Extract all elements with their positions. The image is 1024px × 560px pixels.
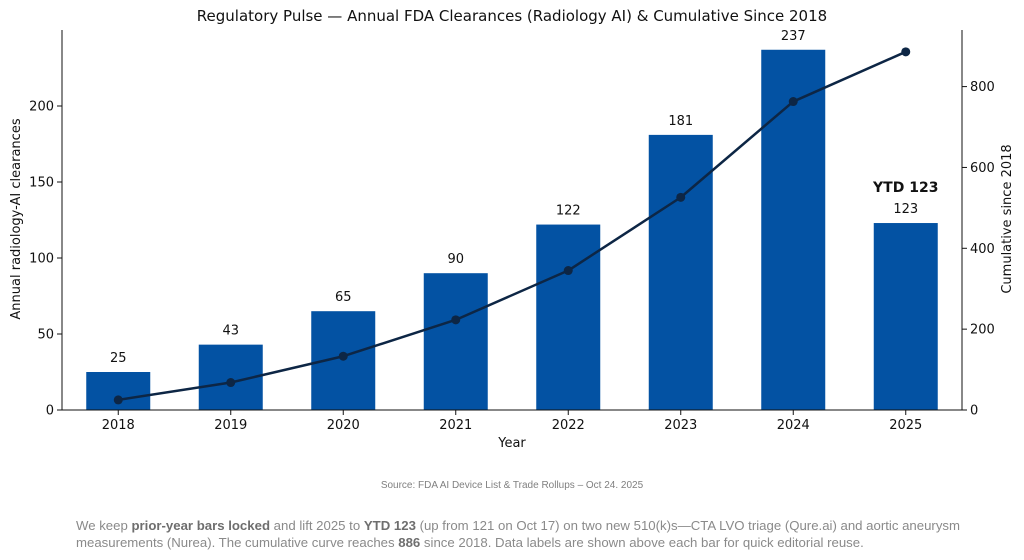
combo-chart: Regulatory Pulse — Annual FDA Clearances…	[9, 7, 1015, 451]
caption-emphasis: prior-year bars locked	[131, 518, 270, 533]
x-tick-label: 2023	[664, 418, 697, 433]
source-note: Source: FDA AI Device List & Trade Rollu…	[380, 480, 644, 491]
y2-tick-label: 400	[970, 242, 995, 257]
bar-label-2019: 43	[222, 324, 239, 339]
y-tick-label: 100	[29, 252, 54, 267]
x-tick-label: 2018	[102, 418, 135, 433]
bar-2024	[761, 49, 826, 410]
y2-tick-label: 800	[970, 80, 995, 95]
caption-run: We keep	[76, 518, 132, 533]
cumulative-point-2019	[226, 378, 236, 388]
y-tick-label: 50	[37, 328, 54, 343]
cumulative-point-2018	[113, 395, 123, 405]
axes: 0 50 100 150 200 0 200 400 600 800 2018 2019 2020 202…	[29, 30, 995, 433]
y-axis-label: Annual radiology-AI clearances	[9, 118, 24, 319]
bar-label-2022: 122	[556, 204, 581, 219]
caption-run: since 2018. Data labels are shown above …	[420, 535, 864, 550]
cumulative-point-2025	[901, 47, 911, 57]
y2-axis-label: Cumulative since 2018	[1000, 144, 1015, 293]
bar-label-2021: 90	[447, 252, 464, 267]
cumulative-point-2024	[788, 97, 798, 107]
y-tick-label: 0	[46, 404, 54, 419]
bar-2025	[873, 223, 938, 410]
y-tick-label: 150	[29, 176, 54, 191]
caption-emphasis: 886	[398, 535, 421, 550]
bar-label-2018: 25	[110, 351, 127, 366]
bar-2023	[648, 134, 713, 410]
cumulative-point-2021	[451, 315, 461, 325]
bar-label-2023: 181	[668, 114, 693, 129]
bar-2021	[423, 273, 488, 410]
bar-2022	[536, 224, 601, 410]
x-tick-label: 2025	[889, 418, 922, 433]
bar-series	[86, 49, 938, 410]
caption-text: We keep prior-year bars locked and lift …	[76, 517, 976, 551]
cumulative-point-2020	[338, 351, 348, 361]
bar-label-2020: 65	[335, 290, 352, 305]
y2-tick-label: 600	[970, 161, 995, 176]
cumulative-line	[118, 50, 907, 402]
caption-emphasis: YTD 123	[363, 518, 416, 533]
cumulative-point-2023	[676, 192, 686, 202]
chart-title: Regulatory Pulse — Annual FDA Clearances…	[197, 7, 827, 25]
cumulative-line-series	[113, 47, 911, 405]
x-tick-label: 2022	[552, 418, 585, 433]
x-tick-label: 2024	[777, 418, 810, 433]
cumulative-point-2022	[563, 266, 573, 276]
bar-label-2024: 237	[781, 29, 806, 44]
x-tick-label: 2020	[327, 418, 360, 433]
chart-container: Regulatory Pulse — Annual FDA Clearances…	[9, 7, 1015, 451]
caption-run: (up from 121 on Oct 17) on two new 510(k…	[76, 518, 960, 550]
ytd-annotation: YTD 123	[872, 180, 938, 196]
caption-run: and lift 2025 to	[270, 518, 364, 533]
x-tick-label: 2021	[439, 418, 472, 433]
y2-tick-label: 0	[970, 404, 978, 419]
bar-label-2025: 123	[893, 202, 918, 217]
y2-tick-label: 200	[970, 323, 995, 338]
bar-label-group: 25 43 65 90 122 181 237 123 YTD 123	[110, 29, 938, 366]
x-axis-label: Year	[497, 436, 526, 451]
y-tick-label: 200	[29, 100, 54, 115]
x-tick-label: 2019	[214, 418, 247, 433]
